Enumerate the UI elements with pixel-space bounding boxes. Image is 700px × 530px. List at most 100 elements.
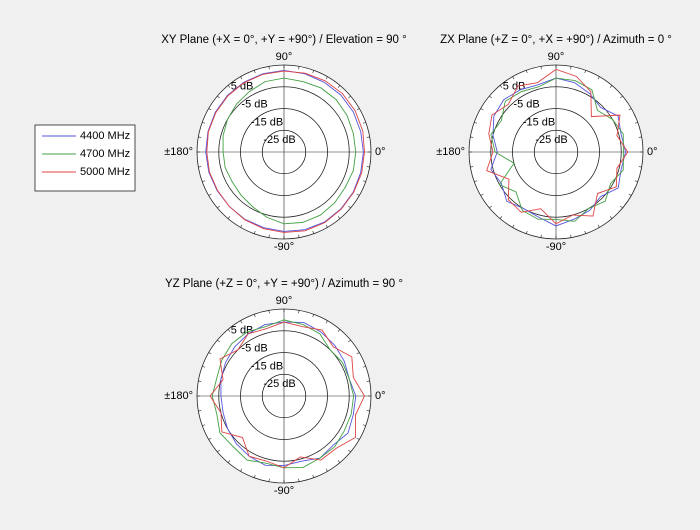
r-tick-label: -25 dB <box>263 378 295 390</box>
tick <box>489 95 492 99</box>
r-tick-label: -15 dB <box>251 116 283 128</box>
tick <box>362 424 366 427</box>
tick <box>240 76 243 80</box>
plot-title: YZ Plane (+Z = 0°, +Y = +90°) / Azimuth … <box>165 278 403 290</box>
tick <box>609 216 613 219</box>
tick <box>620 205 623 209</box>
tick <box>489 205 492 209</box>
series-line <box>486 68 629 225</box>
tick <box>298 310 300 314</box>
tick <box>366 136 370 138</box>
tick <box>312 474 315 478</box>
r-tick-label: -5 dB <box>241 98 267 110</box>
r-tick-label: -25 dB <box>535 134 567 146</box>
series-line <box>209 321 365 469</box>
tick <box>525 230 528 234</box>
tick <box>570 66 572 70</box>
tick <box>584 230 587 234</box>
tick <box>227 216 231 219</box>
tick <box>348 95 351 99</box>
legend-label: 5000 MHz <box>80 166 130 178</box>
tick <box>480 193 484 196</box>
tick <box>227 460 231 463</box>
tick <box>356 193 360 196</box>
tick <box>540 234 542 238</box>
tick <box>634 180 638 183</box>
tick <box>512 224 515 228</box>
tick <box>312 70 315 74</box>
tick <box>480 108 484 111</box>
tick <box>240 224 243 228</box>
r-tick-label: -5 dB <box>241 342 267 354</box>
theta-tick-label: 90° <box>548 51 565 63</box>
tick <box>198 410 202 412</box>
legend-label: 4400 MHz <box>80 130 130 142</box>
tick <box>253 474 256 478</box>
tick <box>356 352 360 355</box>
r-tick-label: 5 dB <box>503 81 526 93</box>
tick <box>337 85 341 88</box>
theta-tick-label: -90° <box>274 485 294 497</box>
theta-tick-label: 90° <box>276 295 293 307</box>
tick <box>268 478 270 482</box>
tick <box>597 224 600 228</box>
legend-label: 4700 MHz <box>80 148 130 160</box>
tick <box>499 216 503 219</box>
tick <box>540 66 542 70</box>
tick <box>298 478 300 482</box>
series-line <box>490 77 627 227</box>
tick <box>597 76 600 80</box>
r-tick-label: -15 dB <box>251 360 283 372</box>
tick <box>620 95 623 99</box>
tick <box>227 329 231 332</box>
tick <box>525 70 528 74</box>
tick <box>366 166 370 168</box>
series-line <box>206 70 365 233</box>
tick <box>356 437 360 440</box>
tick <box>208 437 212 440</box>
theta-tick-label: ±180° <box>436 146 465 158</box>
theta-tick-label: ±180° <box>164 390 193 402</box>
tick <box>268 310 270 314</box>
tick <box>325 224 328 228</box>
tick <box>298 234 300 238</box>
theta-tick-label: 0° <box>375 146 386 158</box>
tick <box>362 365 366 368</box>
tick <box>298 66 300 70</box>
tick <box>362 180 366 183</box>
plot-title: XY Plane (+X = 0°, +Y = +90°) / Elevatio… <box>161 34 406 46</box>
tick <box>240 320 243 324</box>
tick <box>366 380 370 382</box>
tick <box>198 380 202 382</box>
polar-plot: XY Plane (+X = 0°, +Y = +90°) / Elevatio… <box>161 34 406 253</box>
tick <box>227 85 231 88</box>
tick <box>337 216 341 219</box>
tick <box>253 230 256 234</box>
tick <box>312 314 315 318</box>
tick <box>202 121 206 124</box>
tick <box>609 85 613 88</box>
tick <box>325 320 328 324</box>
tick <box>348 449 351 453</box>
tick <box>366 410 370 412</box>
tick <box>470 136 474 138</box>
theta-tick-label: 0° <box>375 390 386 402</box>
tick <box>268 66 270 70</box>
tick <box>208 193 212 196</box>
tick <box>570 234 572 238</box>
tick <box>356 108 360 111</box>
tick <box>470 166 474 168</box>
tick <box>202 365 206 368</box>
tick <box>584 70 587 74</box>
tick <box>337 329 341 332</box>
tick <box>202 180 206 183</box>
tick <box>628 193 632 196</box>
tick <box>634 121 638 124</box>
tick <box>198 166 202 168</box>
tick <box>217 205 220 209</box>
theta-tick-label: -90° <box>546 241 566 253</box>
theta-tick-label: 90° <box>276 51 293 63</box>
tick <box>253 70 256 74</box>
tick <box>348 205 351 209</box>
tick <box>499 85 503 88</box>
